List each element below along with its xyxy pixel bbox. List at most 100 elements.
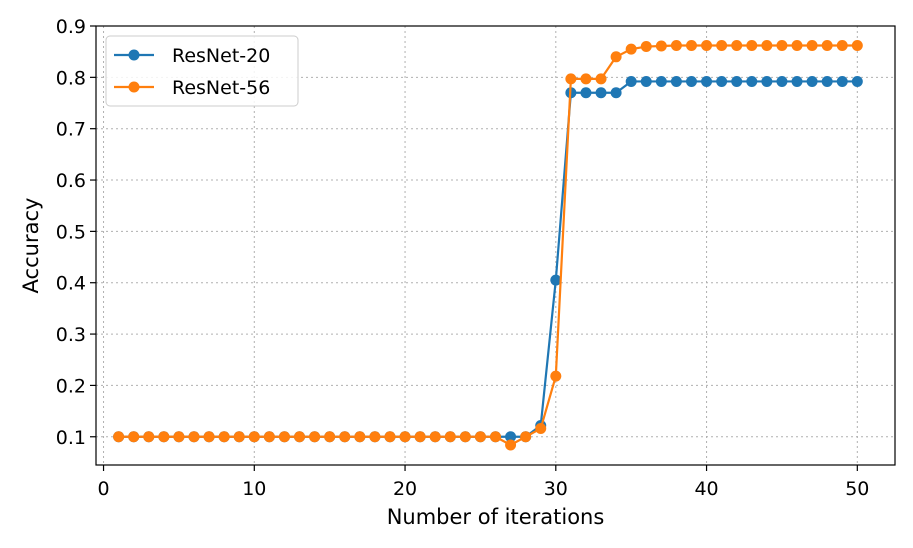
data-point (294, 431, 306, 443)
data-point (580, 87, 592, 99)
data-point (640, 41, 652, 53)
data-point (444, 431, 456, 443)
series-resnet-56 (113, 40, 863, 451)
data-point (761, 40, 773, 52)
data-point (761, 75, 773, 87)
x-tick-label: 30 (544, 478, 568, 500)
y-tick-label: 0.1 (56, 427, 86, 449)
data-point (263, 431, 275, 443)
legend-entry: ResNet-20 (114, 45, 270, 67)
data-point (625, 43, 637, 55)
data-point (821, 75, 833, 87)
data-point (158, 431, 170, 443)
x-tick-label: 50 (845, 478, 869, 500)
data-point (203, 431, 215, 443)
grid (96, 25, 895, 465)
data-point (535, 423, 547, 435)
data-point (640, 75, 652, 87)
data-point (399, 431, 411, 443)
data-point (731, 75, 743, 87)
y-tick-label: 0.2 (56, 375, 86, 397)
series-line (118, 80, 858, 438)
data-point (806, 75, 818, 87)
series-layer (113, 40, 863, 451)
data-point (339, 431, 351, 443)
data-point (610, 51, 622, 63)
data-point (354, 431, 366, 443)
legend-label: ResNet-20 (172, 45, 270, 67)
data-point (791, 40, 803, 52)
legend-marker (128, 49, 140, 61)
y-tick-label: 0.8 (56, 67, 86, 89)
legend-box (105, 35, 299, 107)
data-point (173, 431, 185, 443)
x-tick-label: 20 (393, 478, 417, 500)
y-tick-label: 0.6 (56, 170, 86, 192)
data-point (836, 75, 848, 87)
x-axis-label: Number of iterations (387, 505, 605, 529)
data-point (851, 75, 863, 87)
data-point (595, 73, 607, 85)
x-tick-label: 0 (97, 478, 109, 500)
y-tick-label: 0.7 (56, 119, 86, 141)
data-point (429, 431, 441, 443)
series-resnet-20 (113, 75, 863, 443)
data-point (610, 87, 622, 99)
plot-area-frame (95, 25, 896, 466)
data-point (821, 40, 833, 52)
data-point (309, 431, 321, 443)
data-point (128, 431, 140, 443)
y-axis-label: Accuracy (19, 198, 43, 294)
data-point (746, 40, 758, 52)
data-point (218, 431, 230, 443)
data-point (685, 75, 697, 87)
data-point (474, 431, 486, 443)
data-point (520, 431, 532, 443)
data-point (505, 439, 517, 451)
data-point (113, 431, 125, 443)
data-point (565, 73, 577, 85)
data-point (505, 431, 517, 443)
data-point (670, 75, 682, 87)
data-point (716, 75, 728, 87)
data-point (369, 431, 381, 443)
data-point (685, 40, 697, 52)
legend: ResNet-20 ResNet-56 (105, 35, 299, 107)
data-point (716, 40, 728, 52)
data-point (701, 75, 713, 87)
legend-label: ResNet-56 (172, 77, 270, 99)
data-point (324, 431, 336, 443)
data-point (806, 40, 818, 52)
data-point (278, 431, 290, 443)
data-point (233, 431, 245, 443)
data-point (731, 40, 743, 52)
data-point (550, 370, 562, 382)
data-point (595, 87, 607, 99)
data-point (655, 40, 667, 52)
y-tick-label: 0.5 (56, 221, 86, 243)
axis-ticks: 0 10 20 30 40 50 0.1 0.2 0.3 0.4 0.5 0.6 0.7 0.8 0.9 (56, 16, 870, 500)
data-point (414, 431, 426, 443)
data-point (701, 40, 713, 52)
data-point (851, 40, 863, 52)
legend-marker (128, 81, 140, 93)
data-point (791, 75, 803, 87)
x-tick-label: 10 (242, 478, 266, 500)
data-point (746, 75, 758, 87)
data-point (655, 75, 667, 87)
y-tick-label: 0.9 (56, 16, 86, 38)
y-tick-label: 0.4 (56, 273, 86, 295)
data-point (459, 431, 471, 443)
data-point (550, 274, 562, 286)
data-point (776, 75, 788, 87)
data-point (776, 40, 788, 52)
data-point (580, 73, 592, 85)
x-tick-label: 40 (694, 478, 718, 500)
y-tick-label: 0.3 (56, 324, 86, 346)
legend-entry: ResNet-56 (114, 77, 270, 99)
data-point (836, 40, 848, 52)
data-point (143, 431, 155, 443)
data-point (384, 431, 396, 443)
data-point (625, 75, 637, 87)
